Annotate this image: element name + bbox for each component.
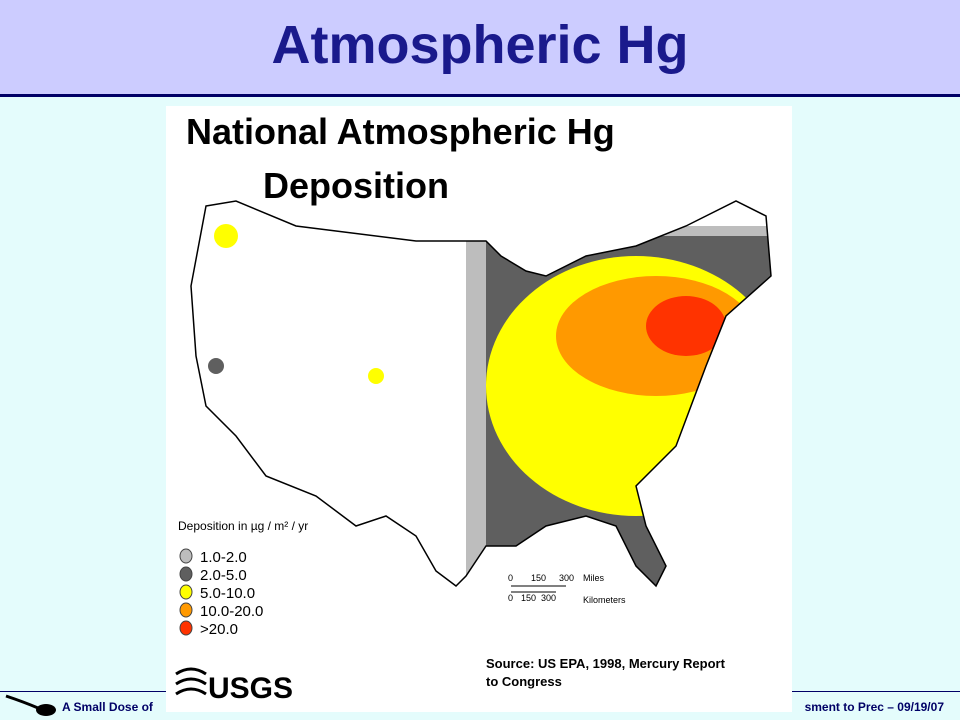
source-line1: Source: US EPA, 1998, Mercury Report [486, 656, 726, 671]
scale-miles: Miles [583, 573, 605, 583]
source-line2: to Congress [486, 674, 562, 689]
map-title-line1: National Atmospheric Hg [186, 111, 615, 152]
legend-label: >20.0 [200, 621, 238, 638]
legend-title: Deposition in µg / m² / yr [178, 519, 308, 533]
legend-label: 2.0-5.0 [200, 567, 247, 584]
legend-swatch [179, 602, 193, 618]
map-image: National Atmospheric Hg Deposition Depos… [166, 106, 792, 712]
footer-right: sment to Prec – 09/19/07 [804, 700, 944, 714]
scale-300: 300 [559, 573, 574, 583]
legend-label: 5.0-10.0 [200, 585, 255, 602]
spoon-icon [5, 694, 56, 716]
scale-km-300: 300 [541, 593, 556, 603]
legend-swatch [179, 584, 193, 600]
scale-km-0: 0 [508, 593, 513, 603]
scale-km-150: 150 [521, 593, 536, 603]
scale-0: 0 [508, 573, 513, 583]
header [0, 0, 960, 97]
footer-left: A Small Dose of [62, 700, 153, 714]
usgs-logo: USGS [208, 672, 293, 705]
legend-label: 1.0-2.0 [200, 549, 247, 566]
map-title-line2: Deposition [263, 165, 449, 206]
scale-km: Kilometers [583, 595, 626, 605]
slide-title: Atmospheric Hg [271, 15, 689, 75]
legend-swatch [179, 548, 193, 564]
legend-label: 10.0-20.0 [200, 603, 263, 620]
legend-swatch [179, 620, 193, 636]
scale-150: 150 [531, 573, 546, 583]
legend-swatch [179, 566, 193, 582]
